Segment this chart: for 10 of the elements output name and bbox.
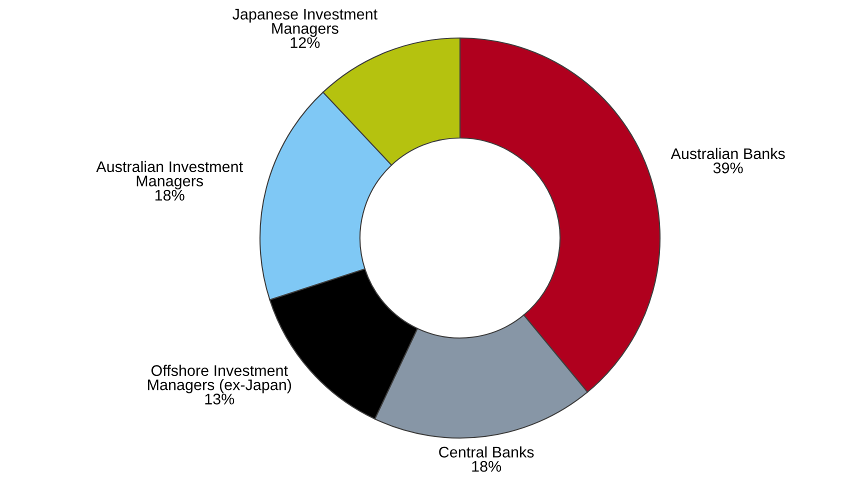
slice-label: Central Banks (439, 446, 534, 458)
data-label: 18% (472, 460, 502, 472)
slice-label: Australian Banks (670, 148, 785, 160)
data-label: 12% (290, 37, 320, 48)
data-label: 18% (155, 190, 184, 201)
slice-label: Offshore Investment Managers (ex-Japan) (148, 364, 292, 394)
data-label: 39% (713, 162, 743, 174)
slice-label: Australian Investment Managers (96, 160, 243, 190)
data-label: 13% (205, 394, 234, 404)
slice-label: Japanese Investment Managers (232, 8, 378, 37)
